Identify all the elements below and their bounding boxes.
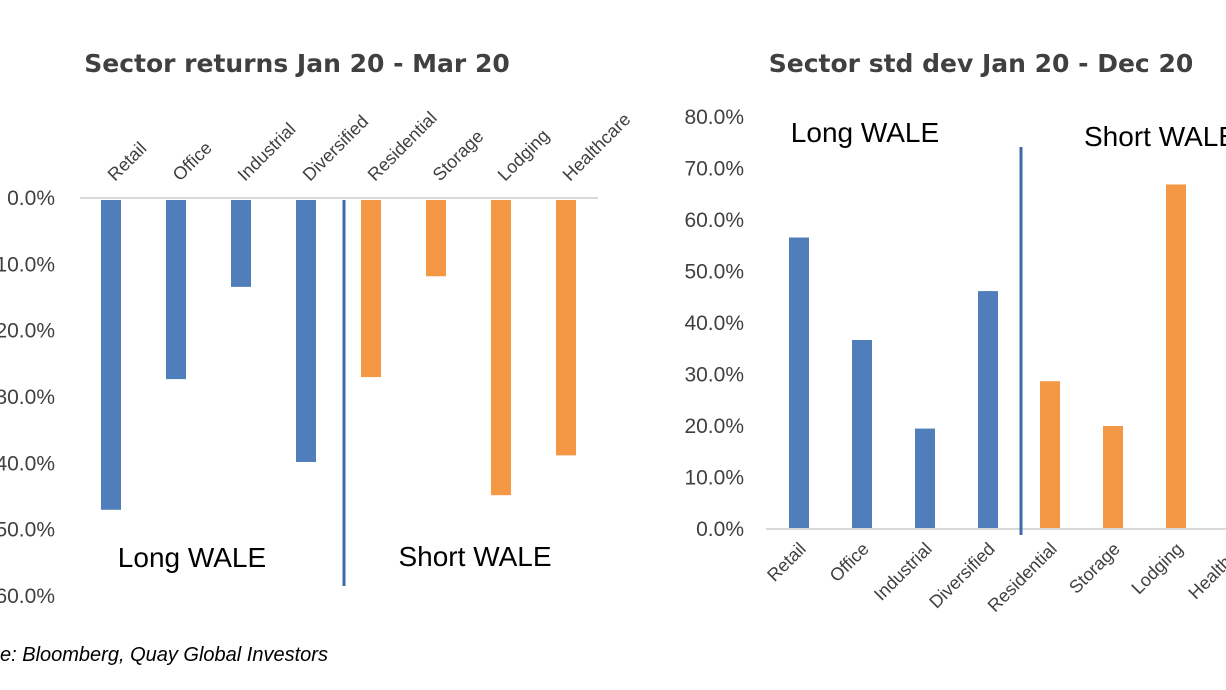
returns-category-label: Storage: [429, 126, 488, 185]
returns-category-label: Healthcare: [559, 109, 635, 185]
stddev-y-tick-label: 30.0%: [684, 364, 744, 387]
stddev-y-tick-label: 70.0%: [684, 158, 744, 181]
stddev-y-tick-label: 10.0%: [684, 467, 744, 490]
returns-bar: [556, 200, 576, 456]
returns-y-tick-label: 40.0%: [0, 452, 55, 475]
stddev-category-label: Healthca: [1184, 538, 1226, 603]
stddev-y-tick-label: 80.0%: [684, 106, 744, 129]
returns-bar: [491, 200, 511, 496]
stddev-category-labels: Retail OfficeIndustrialDiversifiedResiden…: [763, 538, 1226, 616]
returns-long-wale-label: Long WALE: [118, 542, 266, 573]
stddev-y-tick-label: 50.0%: [684, 261, 744, 284]
returns-chart-title: Sector returns Jan 20 - Mar 20: [84, 49, 510, 78]
returns-category-label: Diversified: [299, 111, 373, 185]
stddev-y-tick-label: 40.0%: [684, 312, 744, 335]
stddev-bar: [1103, 426, 1123, 528]
returns-category-labels: Retail Office Industrial DiversifiedResiden…: [104, 108, 635, 185]
stddev-bar: [978, 291, 998, 528]
returns-bar: [361, 200, 381, 378]
stddev-y-tick-label: 0.0%: [696, 518, 744, 541]
stddev-category-label: Lodging: [1127, 539, 1186, 598]
returns-y-tick-label: 60.0%: [0, 585, 55, 608]
returns-bar: [166, 200, 186, 380]
returns-y-axis: 0.0% 10.0% 20.0% 30.0% 40.0% 50.0% 60.0%: [0, 187, 55, 608]
returns-category-label: Office: [169, 138, 216, 185]
returns-y-tick-label: 30.0%: [0, 386, 55, 409]
returns-chart: Sector returns Jan 20 - Mar 20 0.0% 10.0%…: [0, 49, 634, 608]
returns-bar: [231, 200, 251, 287]
returns-bar: [426, 200, 446, 277]
stddev-chart-title: Sector std dev Jan 20 - Dec 20: [769, 49, 1194, 78]
stddev-chart: Sector std dev Jan 20 - Dec 20 0.0% 10.0%…: [684, 49, 1226, 616]
stddev-bar: [1166, 184, 1186, 528]
returns-category-label: Residential: [364, 108, 441, 185]
returns-category-label: Industrial: [234, 119, 300, 185]
returns-bar: [101, 200, 121, 510]
returns-y-tick-label: 50.0%: [0, 519, 55, 542]
stddev-y-tick-label: 20.0%: [684, 415, 744, 438]
stddev-bars: [789, 184, 1186, 528]
returns-category-label: Lodging: [494, 125, 553, 184]
returns-bar: [296, 200, 316, 463]
returns-category-label: Retail: [104, 138, 151, 185]
stddev-bar: [1040, 381, 1060, 528]
stddev-y-axis: 0.0% 10.0% 20.0% 30.0% 40.0% 50.0% 60.0% 70.0% 8…: [684, 106, 744, 541]
returns-y-tick-label: 0.0%: [7, 187, 55, 210]
stddev-y-tick-label: 60.0%: [684, 209, 744, 232]
stddev-category-label: Retail: [763, 539, 810, 586]
returns-short-wale-label: Short WALE: [398, 541, 551, 572]
returns-y-tick-label: 20.0%: [0, 320, 55, 343]
stddev-bar: [789, 237, 809, 528]
stddev-short-wale-label: Short WALE: [1084, 121, 1226, 152]
stddev-bar: [915, 428, 935, 528]
returns-y-tick-label: 10.0%: [0, 253, 55, 276]
stddev-category-label: Storage: [1065, 539, 1124, 598]
stddev-bar: [852, 339, 872, 528]
stddev-category-label: Industrial: [870, 539, 936, 605]
stddev-category-label: Office: [826, 539, 873, 586]
returns-bars: [101, 200, 576, 510]
source-note: e: Bloomberg, Quay Global Investors: [0, 644, 328, 666]
stddev-long-wale-label: Long WALE: [791, 117, 939, 148]
